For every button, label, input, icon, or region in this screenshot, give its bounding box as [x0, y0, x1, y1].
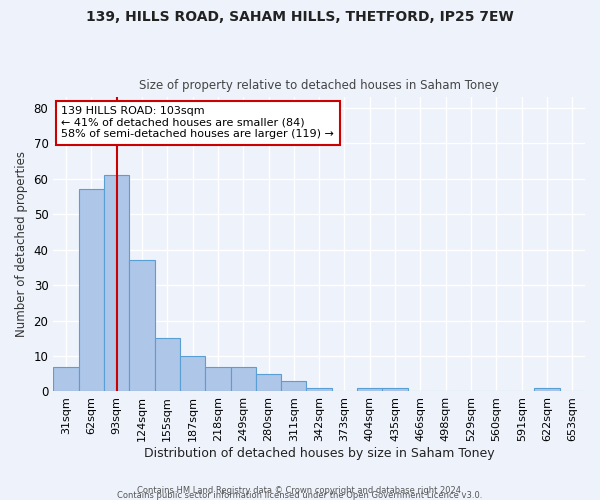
- Bar: [281, 381, 307, 392]
- Bar: [79, 190, 104, 392]
- Y-axis label: Number of detached properties: Number of detached properties: [15, 152, 28, 338]
- Bar: [307, 388, 332, 392]
- Bar: [180, 356, 205, 392]
- Bar: [535, 388, 560, 392]
- X-axis label: Distribution of detached houses by size in Saham Toney: Distribution of detached houses by size …: [144, 447, 494, 460]
- Bar: [205, 366, 230, 392]
- Bar: [382, 388, 408, 392]
- Text: Contains HM Land Registry data © Crown copyright and database right 2024.: Contains HM Land Registry data © Crown c…: [137, 486, 463, 495]
- Bar: [230, 366, 256, 392]
- Text: Contains public sector information licensed under the Open Government Licence v3: Contains public sector information licen…: [118, 491, 482, 500]
- Bar: [104, 176, 129, 392]
- Title: Size of property relative to detached houses in Saham Toney: Size of property relative to detached ho…: [139, 79, 499, 92]
- Text: 139, HILLS ROAD, SAHAM HILLS, THETFORD, IP25 7EW: 139, HILLS ROAD, SAHAM HILLS, THETFORD, …: [86, 10, 514, 24]
- Bar: [357, 388, 382, 392]
- Bar: [53, 366, 79, 392]
- Text: 139 HILLS ROAD: 103sqm
← 41% of detached houses are smaller (84)
58% of semi-det: 139 HILLS ROAD: 103sqm ← 41% of detached…: [61, 106, 334, 140]
- Bar: [155, 338, 180, 392]
- Bar: [256, 374, 281, 392]
- Bar: [129, 260, 155, 392]
